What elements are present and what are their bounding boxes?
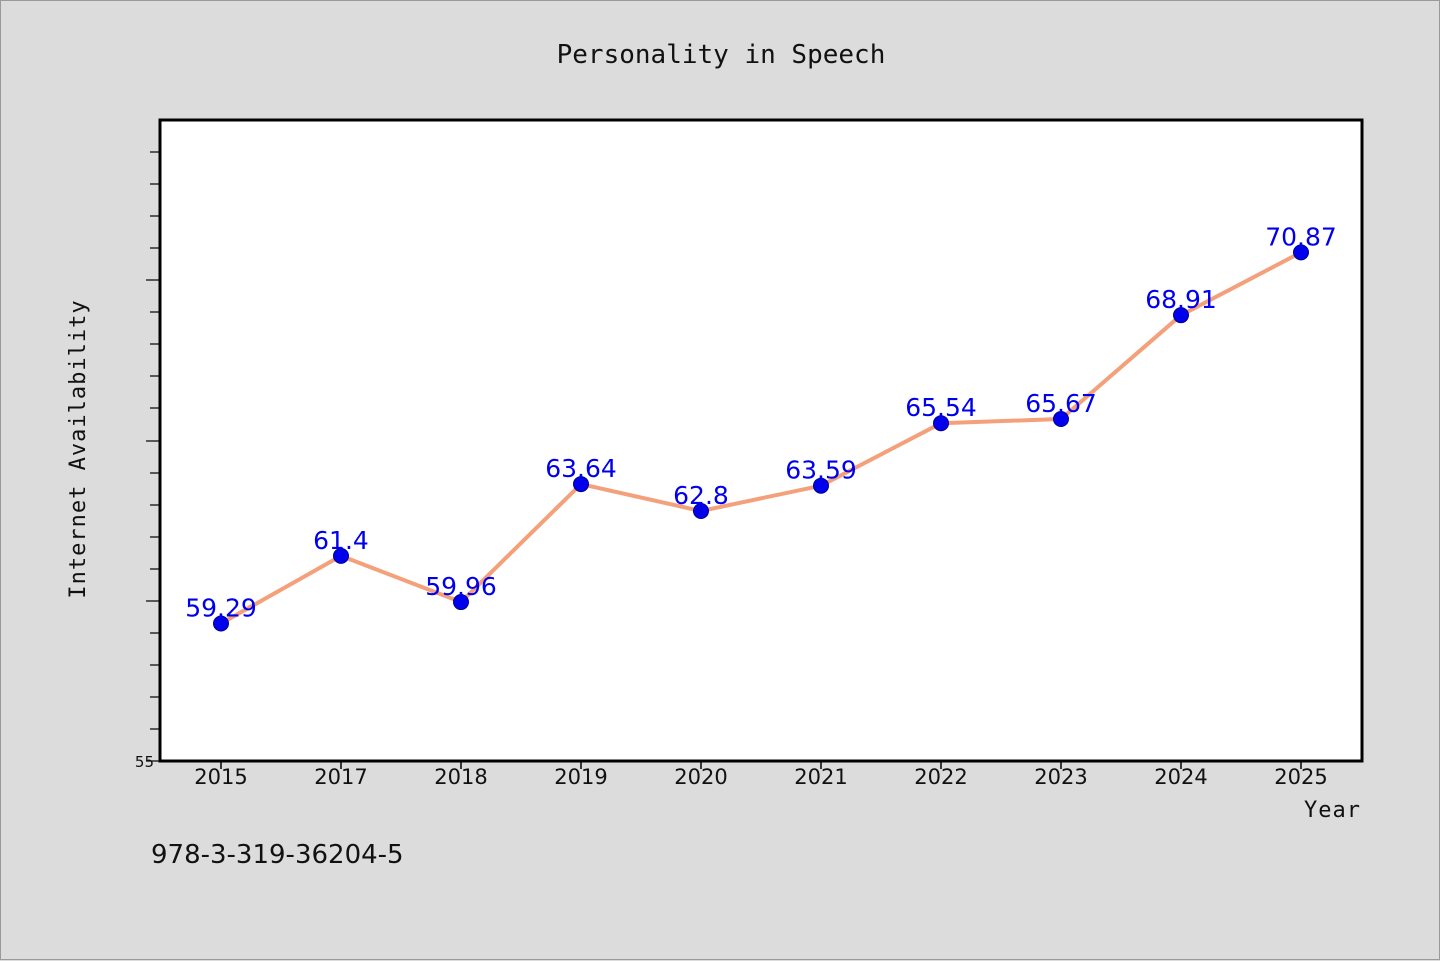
data-point — [693, 503, 709, 520]
data-point — [573, 476, 589, 493]
data-label: 61.4 — [313, 526, 369, 555]
x-tick-label: 2021 — [794, 765, 847, 789]
series-layer — [213, 244, 1309, 632]
data-label: 59.29 — [185, 594, 257, 623]
data-point — [333, 547, 349, 564]
data-label: 65.67 — [1025, 389, 1097, 418]
y-tick-label: 55 — [135, 753, 154, 771]
series-line — [219, 250, 1303, 626]
data-label-layer: 59.29 61.4 59.96 63.64 62.8 63.59 65.54 65.67 68… — [185, 222, 1337, 622]
x-tick-label: 2017 — [314, 765, 367, 789]
data-point — [1053, 411, 1069, 428]
data-label: 62.8 — [673, 481, 729, 510]
data-point — [1173, 307, 1189, 324]
data-label: 68.91 — [1145, 285, 1217, 314]
x-tick-label: 2022 — [914, 765, 967, 789]
y-axis-ticks: 55 — [135, 151, 160, 771]
data-label: 63.59 — [785, 456, 857, 485]
data-point — [933, 415, 949, 432]
data-point — [453, 594, 469, 611]
data-point — [1293, 244, 1309, 261]
x-tick-label: 2023 — [1034, 765, 1087, 789]
x-tick-label: 2015 — [194, 765, 247, 789]
x-axis-ticks: 2015 2017 2018 2019 2020 2021 2022 2023 2024 2025 — [194, 761, 1328, 789]
chart-title: Personality in Speech — [557, 40, 886, 70]
x-axis-label: Year — [1304, 798, 1361, 823]
plot-area — [158, 118, 1364, 763]
x-tick-label: 2018 — [434, 765, 487, 789]
data-label: 63.64 — [545, 454, 617, 483]
footnote-isbn: 978-3-319-36204-5 — [151, 840, 404, 870]
y-axis-label: Internet Availability — [66, 299, 91, 598]
data-point — [213, 615, 229, 632]
x-tick-label: 2025 — [1274, 765, 1327, 789]
data-label: 65.54 — [905, 393, 977, 422]
x-tick-label: 2020 — [674, 765, 727, 789]
data-point — [813, 477, 829, 494]
data-label: 70.87 — [1265, 222, 1337, 251]
x-tick-label: 2019 — [554, 765, 607, 789]
data-label: 59.96 — [425, 572, 497, 601]
x-tick-label: 2024 — [1154, 765, 1207, 789]
